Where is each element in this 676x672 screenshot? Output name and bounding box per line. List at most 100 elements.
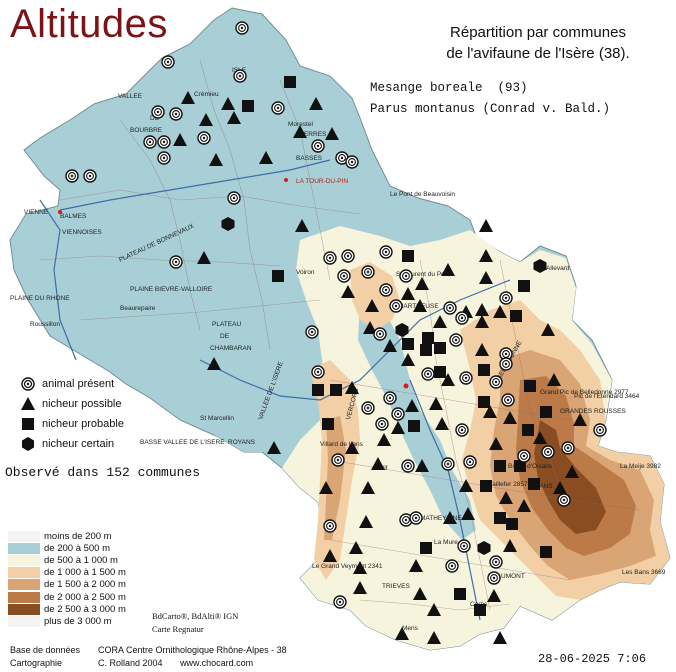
present-marker [65,169,79,183]
legend-label-probable: nicheur probable [42,418,124,430]
altitude-label: moins de 200 m [44,530,112,542]
credits-line1: BdCarto®, BdAlti® IGN [152,611,239,621]
possible-marker [427,603,441,616]
present-marker [457,539,471,553]
label-basses: BASSES [296,155,323,162]
present-marker [445,559,459,573]
probable-marker [510,310,522,322]
possible-marker [483,405,497,418]
altitude-label: de 1 000 à 1 500 m [44,567,126,579]
label-meije: La Meije 3982 [620,463,661,470]
label-royans: ROYANS [228,439,256,446]
possible-marker [479,249,493,262]
label-de-2: DE [220,333,230,340]
probable-marker [524,380,536,392]
probable-marker [284,76,296,88]
circle-target-icon [21,377,35,391]
possible-marker [365,299,379,312]
region-vercors-1500 [324,416,346,540]
present-marker [499,291,513,305]
altitude-label: de 2 000 à 2 500 m [44,591,126,603]
label-oisans: OISANS [528,483,553,490]
label-beaurepaire: Beaurepaire [120,305,156,312]
altitude-legend-item: de 200 à 500 m [8,542,126,554]
label-etendard: Pic de l'Etendard 3464 [574,393,640,400]
possible-marker [461,507,475,520]
probable-marker [272,270,284,282]
triangle-icon [21,397,35,410]
present-marker [157,135,171,149]
possible-marker [441,373,455,386]
altitude-swatch [8,542,40,554]
present-marker [441,457,455,471]
present-marker [399,269,413,283]
probable-marker [242,100,254,112]
present-marker [375,417,389,431]
present-marker [489,375,503,389]
possible-marker [199,113,213,126]
present-marker [157,151,171,165]
probable-marker [480,480,492,492]
subtitle-line2: de l'avifaune de l'Isère (38). [446,45,630,62]
page-title: Altitudes [10,2,168,46]
altitude-label: plus de 3 000 m [44,615,112,627]
footer-website-link[interactable]: www.chocard.com [180,658,254,668]
possible-marker [435,417,449,430]
legend-item-certain: nicheur certain [18,434,124,454]
possible-marker [173,133,187,146]
legend-label-possible: nicheur possible [42,398,122,410]
label-plateau: PLATEAU [212,321,241,328]
probable-marker [422,332,434,344]
region-high-2000 [516,376,636,556]
present-marker [443,301,457,315]
present-marker [169,255,183,269]
possible-marker [209,153,223,166]
present-marker [501,393,515,407]
possible-marker [493,305,507,318]
altitude-swatch [8,530,40,542]
probable-marker [478,364,490,376]
legend-item-probable: nicheur probable [18,414,124,434]
present-marker [311,139,325,153]
possible-marker [415,277,429,290]
probable-marker [540,546,552,558]
possible-marker [349,541,363,554]
possible-marker [541,323,555,336]
footer-carto-line: C. Rolland 2004 www.chocard.com [98,657,287,670]
possible-marker [479,219,493,232]
possible-marker [345,441,359,454]
altitude-label: de 500 à 1 000 m [44,554,118,566]
certain-marker [395,323,409,337]
present-marker [323,519,337,533]
subtitle: Répartition par communes de l'avifaune d… [408,22,668,64]
hexagon-icon [22,437,34,451]
present-marker [323,251,337,265]
label-terres: TERRES [300,131,327,138]
symbol-legend: animal présent nicheur possible nicheur … [18,374,124,454]
present-marker [197,131,211,145]
present-marker [345,155,359,169]
present-marker [409,511,423,525]
probable-marker [420,542,432,554]
label-plaine-rhone: PLAINE DU RHONE [10,295,70,302]
present-marker [373,327,387,341]
altitude-label: de 200 à 500 m [44,542,111,554]
present-marker [235,21,249,35]
possible-marker [359,515,373,528]
observed-count: Observé dans 152 communes [5,465,201,480]
possible-marker [395,627,409,640]
possible-marker [341,285,355,298]
legend-label-certain: nicheur certain [42,438,115,450]
probable-marker [494,460,506,472]
possible-marker [363,321,377,334]
possible-marker [293,125,307,138]
label-viennoises: VIENNOISES [62,229,102,236]
probable-marker [330,384,342,396]
probable-marker [454,588,466,600]
possible-marker [547,373,561,386]
region-chartreuse-1000 [350,262,400,330]
label-matheysine: MATHEYSINE [420,515,462,522]
probable-marker [434,342,446,354]
species-common-name: Mesange boreale (93) [370,81,528,95]
label-villard: Villard de Lans [320,441,364,448]
